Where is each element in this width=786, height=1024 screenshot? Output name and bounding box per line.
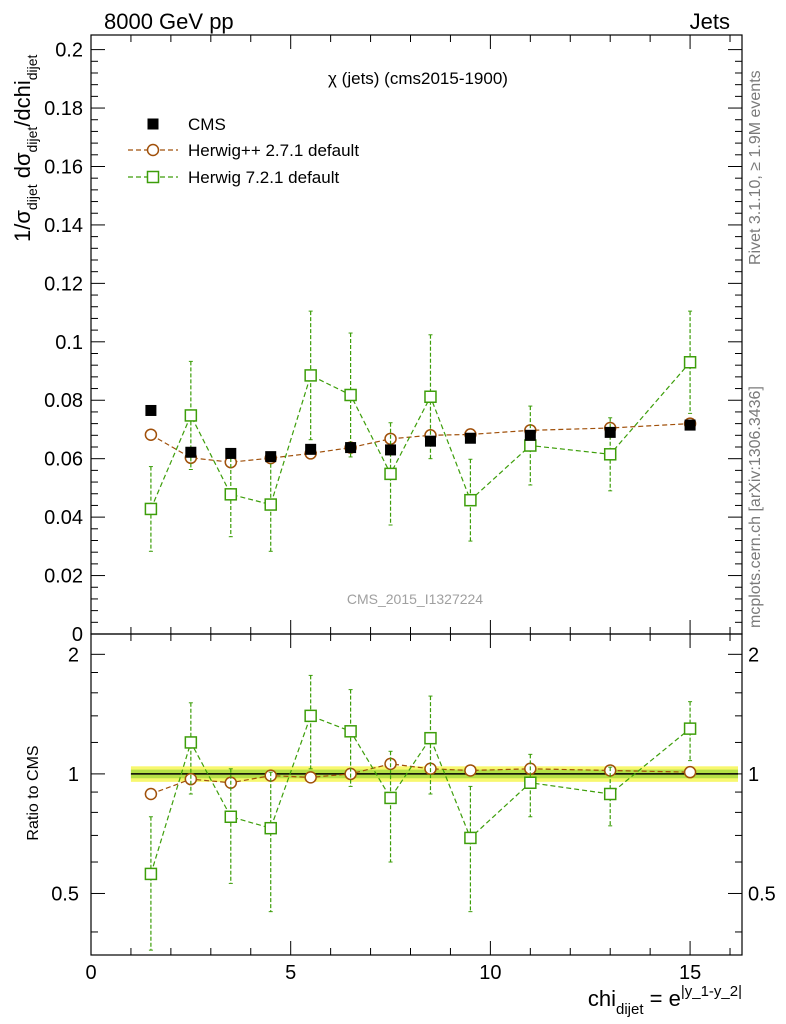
- main-data-point: [185, 446, 197, 458]
- ratio-series-line: [150, 763, 691, 795]
- main-data-point: [224, 488, 238, 501]
- watermark: CMS_2015_I1327224: [347, 591, 483, 607]
- x-tick-label: 15: [679, 962, 701, 984]
- y-tick-label: 0.08: [44, 390, 83, 412]
- y-tick-label: 0.06: [44, 449, 83, 471]
- legend-marker: [147, 118, 159, 130]
- ratio-data-point: [144, 867, 158, 881]
- x-label-eq: = e: [644, 986, 681, 1011]
- ratio-y-axis-label: Ratio to CMS: [25, 745, 42, 840]
- main-data-point: [524, 439, 537, 452]
- main-data-point: [524, 429, 536, 441]
- ratio-y-tick-label-right: 1: [748, 764, 759, 786]
- main-data-point: [604, 426, 616, 438]
- main-data-point: [265, 451, 277, 463]
- ratio-data-point: [603, 787, 617, 801]
- main-data-point: [385, 444, 397, 456]
- main-data-point: [603, 448, 617, 461]
- y-tick-label: 0.2: [55, 40, 83, 62]
- main-data-point: [683, 356, 697, 369]
- legend-marker: [146, 170, 160, 184]
- ratio-frame: [90, 633, 743, 956]
- ratio-y-tick-label-right: 2: [748, 644, 759, 666]
- y-tick-label: 0.12: [44, 273, 83, 295]
- x-axis-label: chidijet = e|y_1-y_2|: [588, 983, 742, 1018]
- main-data-point: [144, 428, 158, 441]
- y-tick-label: 0.02: [44, 566, 83, 588]
- rivet-label: Rivet 3.1.10, ≥ 1.9M events: [747, 70, 764, 265]
- x-label-sup: |y_1-y_2|: [681, 983, 742, 1000]
- main-data-point: [345, 442, 357, 454]
- ratio-data-point: [524, 776, 537, 789]
- legend-label: Herwig 7.2.1 default: [188, 168, 339, 187]
- ratio-data-point: [224, 810, 238, 824]
- ratio-panel: 0 5 10 15 0.5 0.5 1 1 2 2: [51, 633, 776, 984]
- legend-label: CMS: [188, 115, 226, 134]
- x-label-sub: dijet: [616, 1001, 644, 1018]
- y-tick-label: 0.14: [44, 215, 83, 237]
- ratio-data-point: [683, 765, 697, 779]
- legend-label: Herwig++ 2.7.1 default: [188, 141, 359, 160]
- header-right: Jets: [690, 9, 730, 34]
- x-tick-label: 10: [479, 962, 501, 984]
- ratio-data-point: [144, 787, 158, 801]
- main-data-point: [304, 369, 317, 382]
- mcplots-label: mcplots.cern.ch [arXiv:1306.3436]: [747, 386, 764, 628]
- main-title: χ (jets) (cms2015-1900): [328, 69, 508, 88]
- ratio-data-point: [683, 722, 697, 735]
- ratio-y-tick-label-right: 0.5: [748, 883, 776, 905]
- main-data-point: [305, 443, 317, 455]
- y-tick-label: 0.04: [44, 507, 83, 529]
- main-data-point: [344, 388, 357, 402]
- ratio-data-point: [464, 764, 477, 777]
- x-tick-label: 0: [85, 962, 96, 984]
- main-data-point: [184, 409, 198, 422]
- ratio-y-tick-label: 2: [68, 644, 79, 666]
- header-left: 8000 GeV pp: [104, 9, 234, 34]
- legend-marker: [146, 143, 160, 157]
- ratio-data-point: [424, 731, 437, 745]
- ratio-data-point: [344, 725, 357, 738]
- main-data-point: [424, 435, 436, 447]
- ratio-data-point: [184, 736, 198, 749]
- main-data-point: [144, 502, 158, 516]
- x-label-main: chi: [588, 986, 616, 1011]
- main-data-point: [145, 404, 157, 416]
- ratio-y-tick-label: 0.5: [51, 883, 79, 905]
- y-tick-label: 0: [72, 624, 83, 646]
- y-tick-label: 0.1: [55, 332, 83, 354]
- main-panel: χ (jets) (cms2015-1900) CMS_2015_I132722…: [44, 34, 743, 646]
- main-y-axis-label: 1/σdijet dσdijet/dchidijet: [10, 54, 40, 242]
- ratio-y-tick-label: 1: [68, 764, 79, 786]
- ratio-data-point: [304, 771, 317, 784]
- main-data-point: [264, 498, 277, 511]
- main-data-point: [684, 419, 696, 431]
- x-tick-label: 5: [285, 962, 296, 984]
- ratio-series-line: [150, 715, 691, 875]
- y-tick-label: 0.16: [44, 156, 83, 178]
- main-data-point: [464, 432, 476, 444]
- main-data-point: [424, 390, 437, 403]
- svg-text:1/σdijet dσdijet/dchidijet: 1/σdijet dσdijet/dchidijet: [10, 54, 40, 242]
- svg-text:chidijet = e|y_1-y_2|: chidijet = e|y_1-y_2|: [588, 983, 742, 1018]
- legend: CMS Herwig++ 2.7.1 default Herwig 7.2.1 de…: [128, 115, 359, 187]
- main-data-point: [384, 467, 397, 481]
- main-data-point: [464, 493, 477, 507]
- main-data-point: [225, 447, 237, 459]
- y-tick-label: 0.18: [44, 98, 83, 120]
- main-series-line: [150, 423, 691, 463]
- ratio-data-point: [384, 791, 397, 805]
- ratio-data-point: [304, 709, 317, 723]
- ratio-data-point: [464, 831, 477, 845]
- ratio-data-point: [264, 821, 277, 835]
